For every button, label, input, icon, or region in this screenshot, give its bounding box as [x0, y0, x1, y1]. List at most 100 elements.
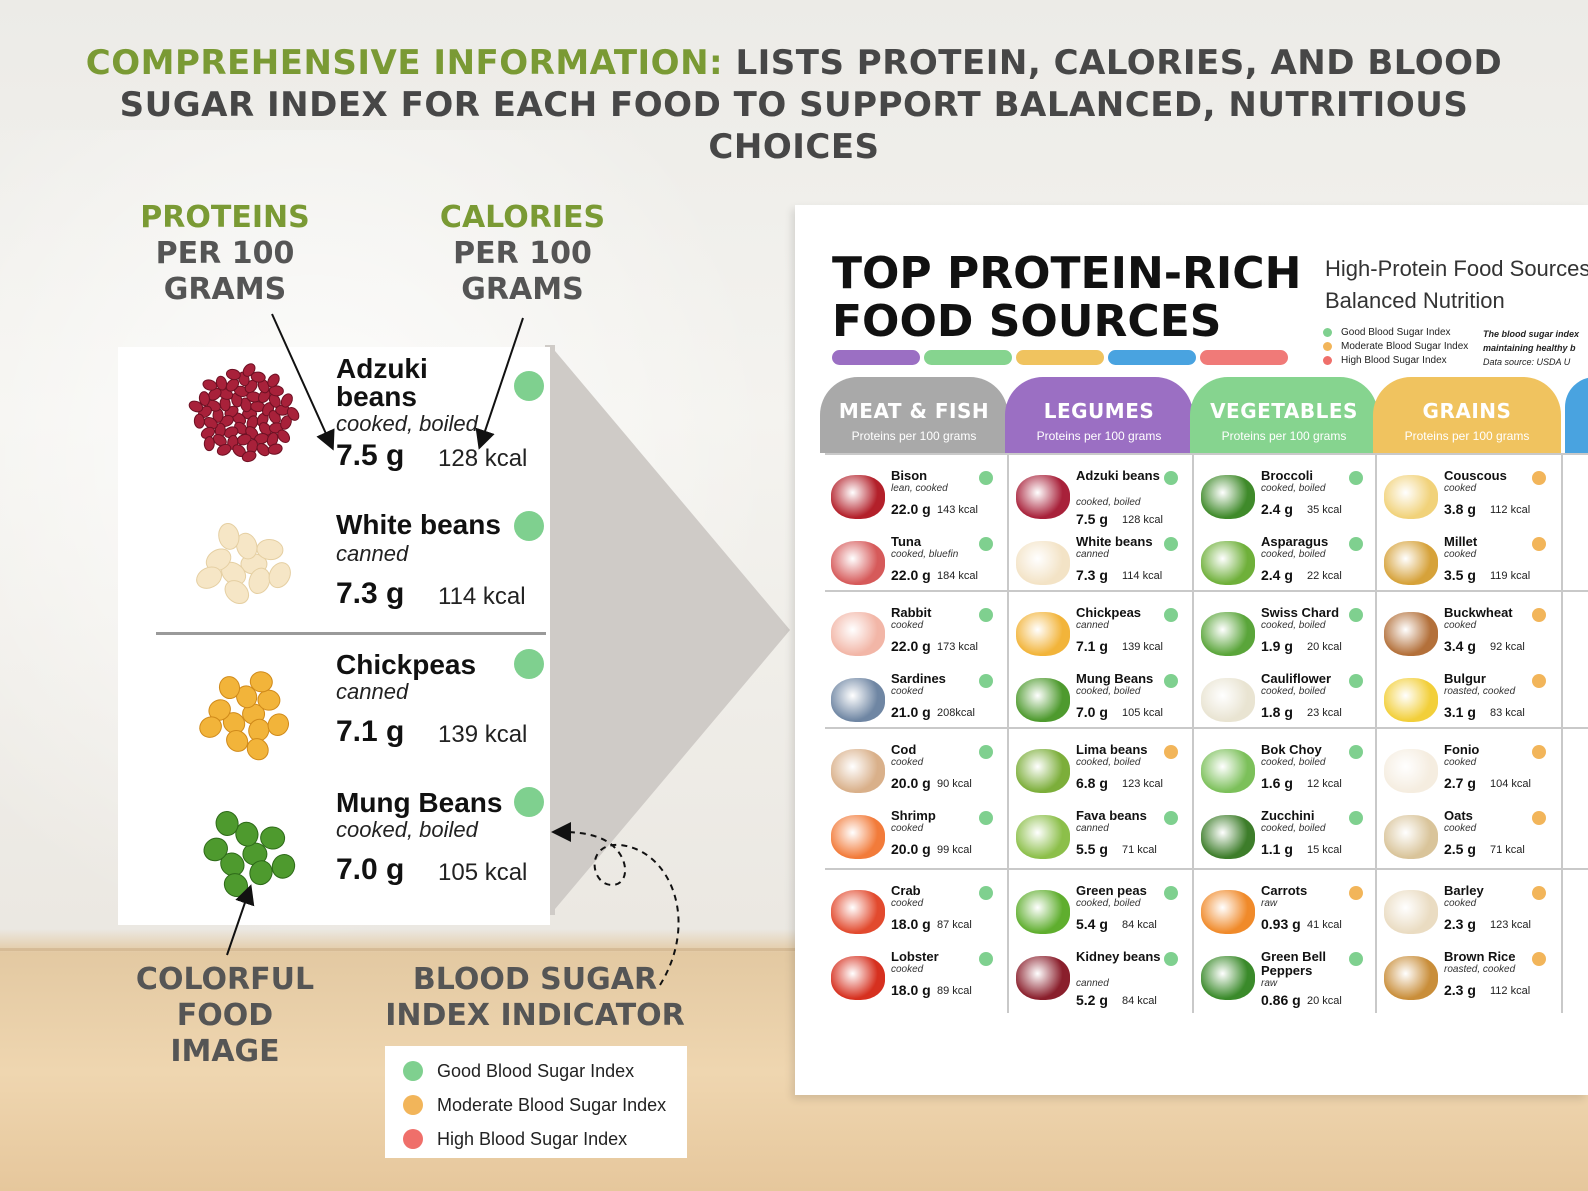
indicator-callout-line1: BLOOD SUGAR	[412, 962, 658, 997]
couscous-icon	[1384, 475, 1438, 519]
indicator-arrow	[551, 822, 680, 986]
image-callout-line3: IMAGE	[170, 1034, 280, 1069]
poster-legend-label: Good Blood Sugar Index	[1341, 326, 1451, 338]
food-prep: cooked	[1444, 757, 1477, 768]
zoom-item-prep: cooked, boiled	[336, 817, 478, 842]
food-kcal: 119 kcal	[1490, 570, 1531, 582]
zoom-item-dot	[514, 787, 544, 817]
food-kcal: 20 kcal	[1307, 641, 1342, 653]
food-name: Asparagus	[1261, 534, 1329, 549]
good-dot-icon	[1349, 471, 1363, 485]
food-protein: 5.5 g	[1076, 841, 1108, 857]
food-protein: 22.0 g	[891, 638, 931, 654]
column-divider	[1561, 453, 1563, 1013]
zoom-item-dot	[514, 649, 544, 679]
food-prep: cooked, boiled	[1261, 549, 1326, 560]
food-item: Green peas cooked, boiled 5.4 g 84 kcal	[1010, 882, 1190, 948]
category-header: MEAT & FISH Proteins per 100 grams	[820, 377, 1008, 453]
food-kcal: 35 kcal	[1307, 504, 1342, 516]
food-name: Couscous	[1444, 468, 1507, 483]
zoom-item-kcal: 139 kcal	[438, 721, 528, 748]
food-prep: canned	[1076, 978, 1109, 989]
food-kcal: 23 kcal	[1307, 707, 1342, 719]
good-dot-icon	[1164, 608, 1178, 622]
food-name: Barley	[1444, 883, 1484, 898]
food-item: Kidney beans canned 5.2 g 84 kcal	[1010, 948, 1190, 1014]
food-protein: 5.2 g	[1076, 992, 1108, 1008]
food-prep: cooked, boiled	[1076, 497, 1141, 508]
lobster-icon	[831, 956, 885, 1000]
calories-callout: CALORIES PER 100 GRAMS	[425, 200, 620, 308]
table-edge	[0, 948, 1588, 951]
food-protein: 3.5 g	[1444, 567, 1476, 583]
food-item: Tuna cooked, bluefin 22.0 g 184 kcal	[825, 533, 1005, 599]
good-dot-icon	[979, 674, 993, 688]
food-protein: 1.1 g	[1261, 841, 1293, 857]
food-prep: cooked, boiled	[1261, 686, 1326, 697]
category-subtitle: Proteins per 100 grams	[851, 429, 977, 443]
food-prep: cooked	[891, 686, 924, 697]
food-prep: cooked	[1444, 483, 1477, 494]
legend-moderate: Moderate Blood Sugar Index	[403, 1088, 687, 1122]
poster-subtitle-line2: Balanced Nutrition	[1325, 288, 1505, 313]
food-kcal: 71 kcal	[1490, 844, 1525, 856]
oats-icon	[1384, 815, 1438, 859]
food-protein: 2.3 g	[1444, 916, 1476, 932]
food-kcal: 90 kcal	[937, 778, 972, 790]
food-prep: cooked	[891, 823, 924, 834]
food-protein: 5.4 g	[1076, 916, 1108, 932]
food-name: Fava beans	[1076, 808, 1147, 823]
food-item: Buckwheat cooked 3.4 g 92 kcal	[1378, 604, 1558, 670]
food-item: Sardines cooked 21.0 g 208kcal	[825, 670, 1005, 736]
fava-beans-icon	[1016, 815, 1070, 859]
food-prep: cooked	[891, 620, 924, 631]
food-prep: cooked, boiled	[1076, 757, 1141, 768]
food-name: Swiss Chard	[1261, 605, 1340, 620]
food-name: Kidney beans	[1076, 949, 1161, 964]
mung-beans-icon	[1016, 678, 1070, 722]
broccoli-icon	[1201, 475, 1255, 519]
crab-icon	[831, 890, 885, 934]
food-name: Oats	[1444, 808, 1473, 823]
category-name: GRAINS	[1422, 399, 1512, 423]
column-divider	[1375, 453, 1377, 1013]
row-divider	[825, 868, 1588, 870]
food-kcal: 105 kcal	[1122, 707, 1163, 719]
food-item: Barley cooked 2.3 g 123 kcal	[1378, 882, 1558, 948]
food-protein: 1.6 g	[1261, 775, 1293, 791]
image-callout-line1: COLORFUL	[135, 962, 315, 997]
calories-callout-title: CALORIES	[439, 200, 606, 235]
cod-icon	[831, 749, 885, 793]
food-protein: 2.4 g	[1261, 567, 1293, 583]
food-name: Buckwheat	[1444, 605, 1513, 620]
moderate-dot-icon	[1532, 886, 1546, 900]
food-prep: cooked	[891, 898, 924, 909]
zoom-item-name-line2: beans	[336, 381, 417, 412]
food-item: Crab cooked 18.0 g 87 kcal	[825, 882, 1005, 948]
food-protein: 22.0 g	[891, 501, 931, 517]
column-divider	[1192, 453, 1194, 1013]
good-dot-icon	[1349, 674, 1363, 688]
calories-arrow	[475, 317, 524, 450]
indicator-callout-line2: INDEX INDICATOR	[385, 998, 685, 1033]
food-prep: cooked	[1444, 620, 1477, 631]
food-prep: cooked	[1444, 898, 1477, 909]
poster-note-line1: The blood sugar index	[1483, 329, 1580, 339]
food-protein: 0.86 g	[1261, 992, 1301, 1008]
food-kcal: 20 kcal	[1307, 995, 1342, 1007]
poster-legend: Good Blood Sugar Index Moderate Blood Su…	[1323, 325, 1468, 367]
food-name: Mung Beans	[1076, 671, 1154, 686]
food-name: Bulgur	[1444, 671, 1486, 686]
good-dot-icon	[1323, 327, 1332, 337]
poster: TOP PROTEIN-RICH FOOD SOURCES High-Prote…	[795, 205, 1588, 1095]
food-prep: cooked, boiled	[1076, 686, 1141, 697]
food-protein: 3.8 g	[1444, 501, 1476, 517]
food-kcal: 84 kcal	[1122, 919, 1157, 931]
food-item: Cauliflower cooked, boiled 1.8 g 23 kcal	[1195, 670, 1375, 736]
good-dot-icon	[1349, 537, 1363, 551]
chickpeas-icon	[1016, 612, 1070, 656]
food-protein: 20.0 g	[891, 775, 931, 791]
food-protein: 1.9 g	[1261, 638, 1293, 654]
food-protein: 18.0 g	[891, 916, 931, 932]
